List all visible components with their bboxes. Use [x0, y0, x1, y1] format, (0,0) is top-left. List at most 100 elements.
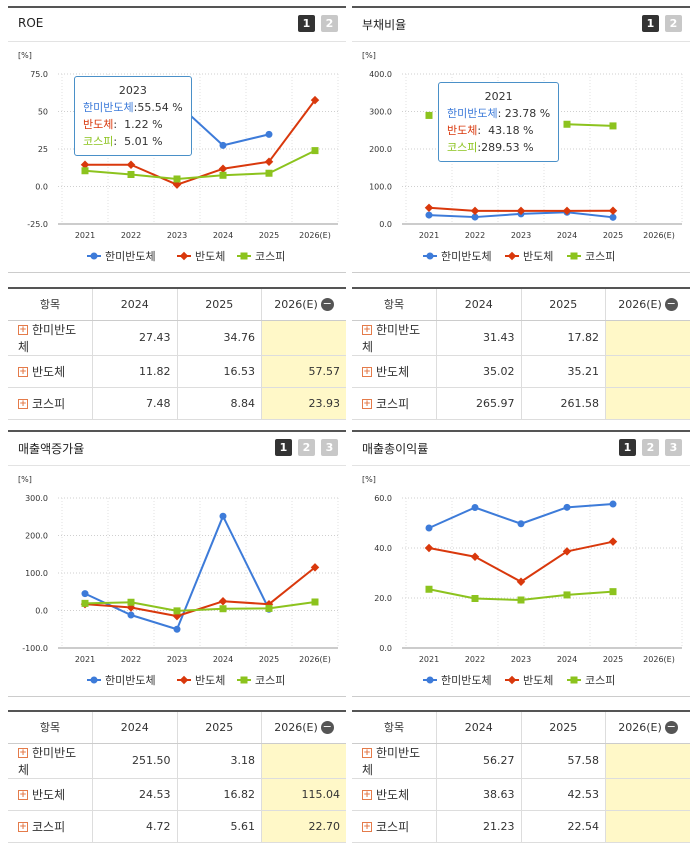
cell-value: 31.43 [483, 331, 515, 344]
x-tick-label: 2021 [419, 231, 439, 240]
data-point-hanmi[interactable] [471, 504, 479, 511]
legend-label: 코스피 [585, 250, 615, 263]
data-point-semi[interactable] [218, 164, 228, 174]
legend-item-hanmi[interactable]: 한미반도체 [87, 674, 156, 687]
legend-item-hanmi[interactable]: 한미반도체 [423, 674, 492, 687]
data-point-semi[interactable] [470, 206, 480, 216]
data-point-semi[interactable] [470, 552, 480, 561]
data-point-hanmi[interactable] [219, 141, 227, 149]
tab-1[interactable]: 1 [298, 15, 315, 32]
data-point-kospi[interactable] [173, 607, 181, 615]
data-point-kospi[interactable] [81, 167, 89, 175]
expand-icon[interactable]: + [18, 822, 28, 832]
tab-2[interactable]: 2 [298, 439, 315, 456]
expand-icon[interactable]: + [362, 367, 372, 377]
data-point-hanmi[interactable] [81, 590, 89, 598]
expand-icon[interactable]: + [18, 748, 28, 758]
collapse-icon[interactable]: − [320, 720, 334, 734]
tab-2[interactable]: 2 [642, 439, 659, 456]
expand-icon[interactable]: + [18, 399, 28, 409]
tab-2[interactable]: 2 [665, 15, 682, 32]
expand-icon[interactable]: + [362, 748, 372, 758]
legend-item-semi[interactable]: 반도체 [177, 250, 225, 263]
legend-item-hanmi[interactable]: 한미반도체 [423, 250, 492, 263]
data-point-kospi[interactable] [173, 175, 181, 183]
expand-icon[interactable]: + [18, 790, 28, 800]
tab-3[interactable]: 3 [321, 439, 338, 456]
expand-icon[interactable]: + [362, 325, 372, 335]
data-point-hanmi[interactable] [517, 520, 525, 528]
data-point-kospi[interactable] [609, 122, 617, 130]
legend-item-semi[interactable]: 반도체 [505, 250, 553, 263]
data-point-kospi[interactable] [517, 596, 525, 604]
data-point-kospi[interactable] [563, 120, 571, 128]
data-point-semi[interactable] [80, 160, 90, 169]
legend-item-kospi[interactable]: 코스피 [237, 674, 285, 687]
data-point-kospi[interactable] [311, 598, 319, 606]
data-point-kospi[interactable] [425, 111, 433, 119]
data-point-hanmi[interactable] [219, 512, 227, 520]
data-point-kospi[interactable] [219, 171, 227, 179]
data-point-kospi[interactable] [127, 598, 135, 606]
data-point-hanmi[interactable] [609, 213, 617, 221]
table-row: + 코스피 4.72 5.61 22.70 [8, 810, 346, 843]
tab-2[interactable]: 2 [321, 15, 338, 32]
data-point-semi[interactable] [608, 206, 618, 216]
tab-1[interactable]: 1 [275, 439, 292, 456]
expand-icon[interactable]: + [18, 325, 28, 335]
data-point-kospi[interactable] [219, 605, 227, 613]
data-point-semi[interactable] [218, 597, 228, 606]
series-line-hanmi [222, 133, 270, 147]
data-point-semi[interactable] [310, 95, 320, 105]
data-point-hanmi[interactable] [609, 500, 617, 508]
data-point-hanmi[interactable] [563, 503, 571, 511]
legend-item-hanmi[interactable]: 한미반도체 [87, 250, 156, 263]
expand-icon[interactable]: + [362, 399, 372, 409]
data-point-kospi[interactable] [265, 169, 273, 177]
data-point-hanmi[interactable] [425, 524, 433, 532]
data-point-hanmi[interactable] [425, 211, 433, 219]
data-point-hanmi[interactable] [173, 625, 181, 633]
line-chart: [%] 300.0 200.0 100.0 0.0 -100.0 2021 2022 2023 2… [8, 468, 346, 698]
data-point-kospi[interactable] [265, 604, 273, 612]
series-line-kospi [566, 590, 614, 596]
legend-item-kospi[interactable]: 코스피 [567, 250, 615, 263]
data-point-semi[interactable] [310, 563, 320, 572]
data-point-semi[interactable] [424, 203, 434, 213]
tab-1[interactable]: 1 [619, 439, 636, 456]
data-point-kospi[interactable] [471, 595, 479, 602]
collapse-icon[interactable]: − [320, 297, 334, 311]
data-point-semi[interactable] [264, 157, 274, 166]
legend-item-kospi[interactable]: 코스피 [237, 250, 285, 263]
legend-item-kospi[interactable]: 코스피 [567, 674, 615, 687]
expand-icon[interactable]: + [18, 367, 28, 377]
data-point-kospi[interactable] [127, 171, 135, 178]
legend-item-semi[interactable]: 반도체 [505, 674, 553, 687]
tab-3[interactable]: 3 [665, 439, 682, 456]
data-point-kospi[interactable] [609, 588, 617, 596]
value-cell [605, 387, 690, 420]
data-point-kospi[interactable] [425, 585, 433, 593]
cell-value: 8.84 [230, 396, 256, 410]
x-tick-label: 2022 [465, 655, 485, 664]
value-cell: 115.04 [261, 778, 346, 811]
data-point-kospi[interactable] [311, 147, 319, 155]
legend-label: 반도체 [195, 250, 225, 263]
value-cell: 17.82 [520, 320, 606, 356]
tab-1[interactable]: 1 [642, 15, 659, 32]
data-point-kospi[interactable] [81, 599, 89, 607]
data-point-hanmi[interactable] [265, 130, 273, 138]
expand-icon[interactable]: + [362, 822, 372, 832]
collapse-icon[interactable]: − [664, 720, 678, 734]
value-cell: 16.82 [176, 778, 262, 811]
data-point-kospi[interactable] [563, 591, 571, 599]
data-point-hanmi[interactable] [127, 611, 135, 619]
data-point-semi[interactable] [172, 180, 182, 189]
data-point-semi[interactable] [608, 537, 618, 546]
data-point-semi[interactable] [126, 160, 136, 169]
collapse-icon[interactable]: − [664, 297, 678, 311]
data-point-semi[interactable] [424, 543, 434, 553]
expand-icon[interactable]: + [362, 790, 372, 800]
data-point-hanmi[interactable] [471, 213, 479, 221]
legend-item-semi[interactable]: 반도체 [177, 674, 225, 687]
